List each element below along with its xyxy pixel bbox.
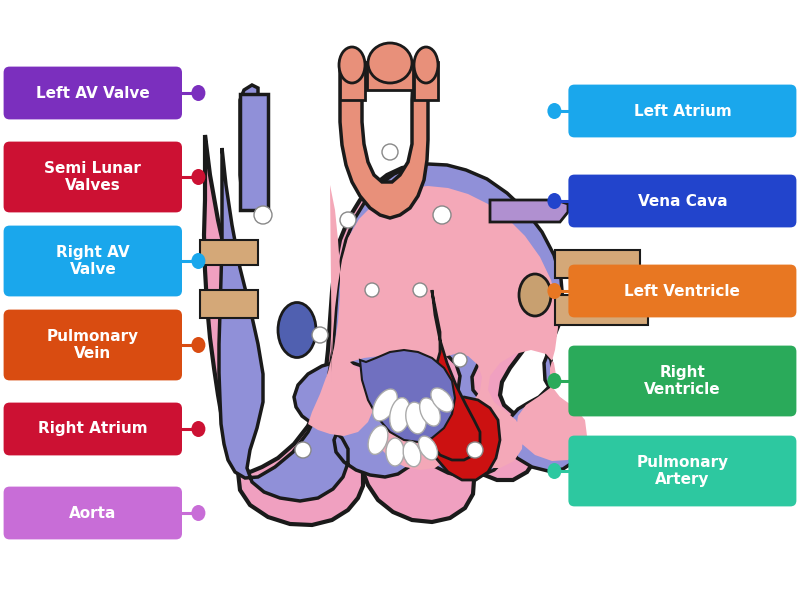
Polygon shape (240, 94, 268, 210)
FancyBboxPatch shape (568, 175, 796, 227)
Circle shape (312, 327, 328, 343)
Text: Aorta: Aorta (69, 505, 117, 520)
Ellipse shape (191, 505, 206, 521)
Text: Left Atrium: Left Atrium (634, 103, 731, 119)
FancyBboxPatch shape (3, 67, 182, 119)
Ellipse shape (373, 389, 398, 421)
Ellipse shape (547, 373, 562, 389)
Circle shape (413, 283, 427, 297)
Ellipse shape (386, 438, 404, 466)
Circle shape (453, 353, 467, 367)
Circle shape (467, 442, 483, 458)
FancyBboxPatch shape (568, 265, 796, 317)
Ellipse shape (418, 436, 438, 460)
Text: Right AV
Valve: Right AV Valve (56, 245, 130, 277)
Polygon shape (555, 295, 648, 325)
Ellipse shape (191, 85, 206, 101)
Polygon shape (240, 85, 258, 205)
FancyBboxPatch shape (3, 226, 182, 296)
Ellipse shape (191, 253, 206, 269)
Text: Right Atrium: Right Atrium (38, 421, 148, 437)
Polygon shape (367, 62, 413, 90)
Polygon shape (555, 250, 640, 278)
Circle shape (365, 283, 379, 297)
Ellipse shape (414, 47, 438, 83)
FancyBboxPatch shape (3, 403, 182, 455)
Circle shape (295, 442, 311, 458)
Polygon shape (308, 185, 587, 470)
Text: Pulmonary
Vein: Pulmonary Vein (46, 329, 139, 361)
Ellipse shape (547, 283, 562, 299)
Ellipse shape (390, 398, 410, 433)
Ellipse shape (431, 388, 453, 412)
Polygon shape (490, 200, 568, 222)
Ellipse shape (406, 402, 426, 434)
Circle shape (340, 212, 356, 228)
Polygon shape (200, 240, 258, 265)
Ellipse shape (547, 463, 562, 479)
Text: Pulmonary
Artery: Pulmonary Artery (636, 455, 729, 487)
Polygon shape (424, 397, 500, 480)
Ellipse shape (191, 169, 206, 185)
Ellipse shape (420, 398, 440, 426)
Polygon shape (340, 62, 428, 218)
Ellipse shape (547, 103, 562, 119)
Ellipse shape (519, 274, 551, 316)
Text: Semi Lunar
Valves: Semi Lunar Valves (44, 161, 142, 193)
Ellipse shape (403, 441, 421, 467)
Text: Left Ventricle: Left Ventricle (625, 283, 740, 298)
Ellipse shape (191, 337, 206, 353)
Text: Left AV Valve: Left AV Valve (36, 85, 150, 100)
Polygon shape (219, 148, 583, 501)
Circle shape (382, 144, 398, 160)
Circle shape (254, 206, 272, 224)
FancyBboxPatch shape (568, 436, 796, 506)
Ellipse shape (339, 47, 365, 83)
Polygon shape (414, 62, 438, 100)
Ellipse shape (368, 425, 388, 454)
Polygon shape (360, 350, 455, 442)
Polygon shape (424, 290, 480, 460)
Ellipse shape (547, 193, 562, 209)
Circle shape (433, 206, 451, 224)
FancyBboxPatch shape (3, 142, 182, 212)
FancyBboxPatch shape (3, 487, 182, 539)
Ellipse shape (278, 302, 316, 358)
Polygon shape (340, 62, 365, 100)
Text: Vena Cava: Vena Cava (638, 193, 727, 208)
Polygon shape (200, 290, 258, 318)
Ellipse shape (368, 43, 412, 83)
FancyBboxPatch shape (3, 310, 182, 380)
FancyBboxPatch shape (568, 85, 796, 137)
Ellipse shape (191, 421, 206, 437)
FancyBboxPatch shape (568, 346, 796, 416)
Text: Right
Ventricle: Right Ventricle (644, 365, 721, 397)
Polygon shape (204, 135, 543, 525)
